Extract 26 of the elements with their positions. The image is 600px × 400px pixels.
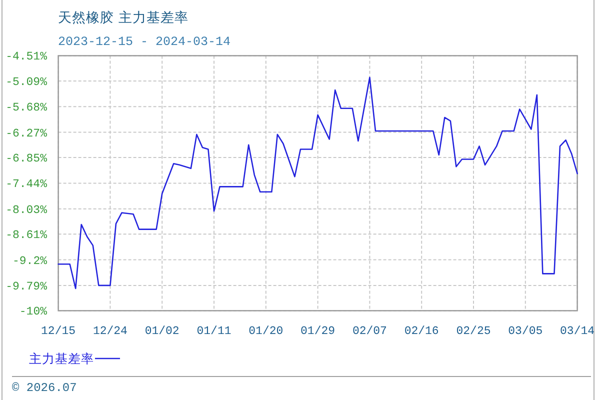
x-tick-label: 03/05: [508, 325, 543, 338]
x-tick-label: 03/14: [560, 325, 595, 338]
x-tick-label: 02/25: [456, 325, 491, 338]
y-tick-label: -7.44%: [6, 178, 48, 192]
x-tick-label: 01/02: [144, 325, 180, 338]
chart-title: 天然橡胶 主力基差率: [58, 10, 188, 26]
y-tick-label: -6.85%: [6, 152, 48, 166]
x-tick-label: 02/07: [352, 325, 387, 338]
text: © 2026.07: [12, 381, 77, 395]
y-tick-label: -8.61%: [6, 229, 48, 242]
y-tick-label: -6.27%: [6, 127, 48, 140]
y-tick-label: -5.09%: [6, 76, 48, 89]
y-tick-label: -4.51%: [6, 50, 48, 64]
legend-label: 主力基差率: [29, 351, 94, 366]
x-tick-label: 01/11: [196, 325, 232, 338]
y-tick-label: -8.03%: [6, 204, 48, 217]
y-tick-label: -10%: [19, 306, 48, 319]
x-tick-label: 01/29: [300, 325, 336, 338]
x-tick-label: 02/16: [404, 325, 439, 338]
x-tick-label: 01/20: [248, 325, 284, 338]
y-tick-label: -9.2%: [12, 254, 48, 268]
chart-subtitle: 2023-12-15 - 2024-03-14: [58, 35, 231, 49]
x-tick-label: 12/15: [41, 325, 76, 338]
x-tick-label: 12/24: [92, 325, 128, 338]
y-tick-label: -9.79%: [6, 280, 48, 294]
y-tick-label: -5.68%: [6, 102, 48, 115]
